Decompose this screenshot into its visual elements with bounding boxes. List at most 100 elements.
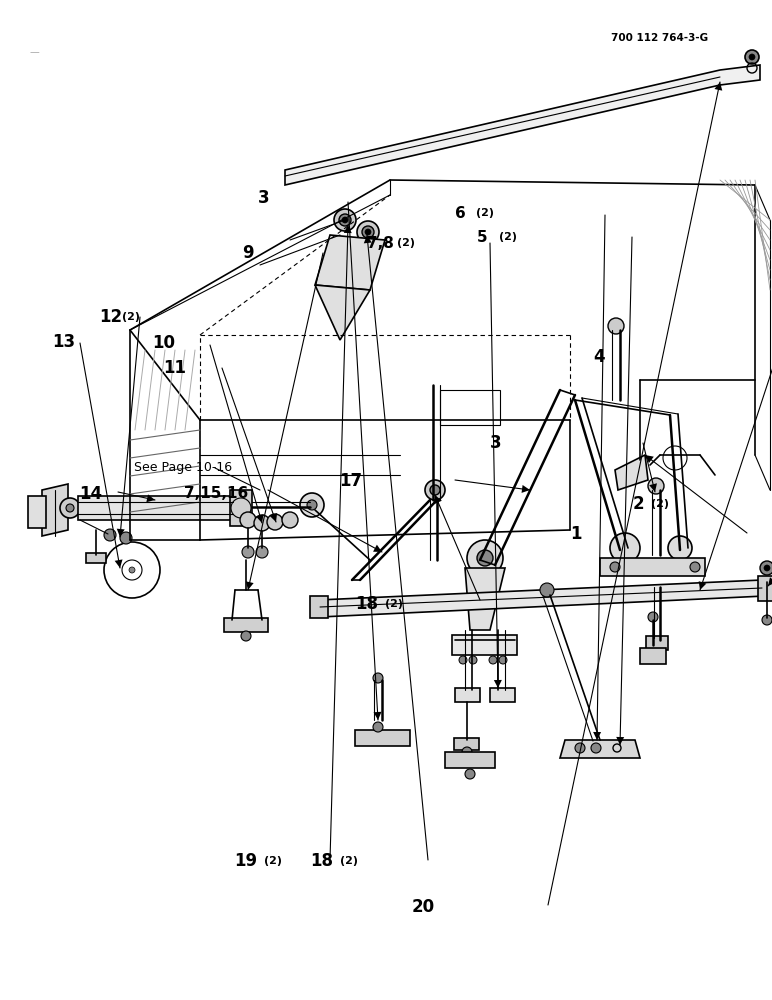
FancyBboxPatch shape (310, 596, 328, 618)
Circle shape (591, 743, 601, 753)
Polygon shape (616, 737, 625, 745)
Circle shape (339, 214, 351, 226)
Polygon shape (465, 568, 505, 630)
Circle shape (430, 485, 440, 495)
Circle shape (462, 747, 472, 757)
Text: 9: 9 (242, 244, 253, 262)
Polygon shape (256, 514, 263, 523)
Circle shape (307, 500, 317, 510)
Polygon shape (42, 484, 68, 536)
Text: 3: 3 (258, 189, 269, 207)
Circle shape (254, 515, 270, 531)
Polygon shape (374, 712, 381, 720)
FancyBboxPatch shape (758, 576, 772, 601)
Circle shape (373, 722, 383, 732)
Polygon shape (560, 740, 640, 758)
Polygon shape (714, 82, 723, 91)
Polygon shape (117, 529, 125, 537)
Text: 19: 19 (234, 852, 257, 870)
Circle shape (104, 529, 116, 541)
Polygon shape (315, 285, 370, 340)
Circle shape (459, 656, 467, 664)
Text: 17: 17 (340, 472, 363, 490)
Text: 6: 6 (455, 206, 466, 221)
Polygon shape (245, 581, 254, 590)
Circle shape (242, 546, 254, 558)
Text: 18: 18 (355, 595, 378, 613)
Text: (2): (2) (340, 856, 358, 866)
Polygon shape (494, 680, 502, 688)
Circle shape (648, 612, 658, 622)
Polygon shape (115, 559, 123, 568)
Circle shape (760, 561, 772, 575)
Polygon shape (373, 545, 382, 552)
FancyBboxPatch shape (28, 496, 46, 528)
Text: 700 112 764-3-G: 700 112 764-3-G (611, 33, 709, 43)
Circle shape (467, 540, 503, 576)
Circle shape (362, 226, 374, 238)
Circle shape (610, 533, 640, 563)
Polygon shape (522, 485, 530, 493)
Circle shape (365, 229, 371, 235)
Text: (2): (2) (499, 232, 517, 242)
Text: 10: 10 (152, 334, 175, 352)
Circle shape (120, 532, 132, 544)
Text: (2): (2) (476, 208, 494, 218)
Circle shape (241, 631, 251, 641)
FancyBboxPatch shape (646, 636, 668, 650)
Text: (2): (2) (122, 312, 140, 322)
Text: (2): (2) (385, 599, 403, 609)
Circle shape (762, 615, 772, 625)
Circle shape (104, 542, 160, 598)
Circle shape (66, 504, 74, 512)
Circle shape (357, 221, 379, 243)
Circle shape (425, 480, 445, 500)
Text: 20: 20 (411, 898, 435, 916)
Circle shape (282, 512, 298, 528)
Circle shape (469, 656, 477, 664)
Polygon shape (768, 577, 772, 586)
FancyBboxPatch shape (86, 553, 106, 563)
Polygon shape (593, 732, 601, 740)
FancyBboxPatch shape (445, 752, 495, 768)
Circle shape (373, 673, 383, 683)
Polygon shape (364, 235, 372, 243)
Circle shape (267, 514, 283, 530)
Text: 12: 12 (99, 308, 122, 326)
Text: 13: 13 (52, 333, 75, 351)
FancyBboxPatch shape (600, 558, 705, 576)
Text: 18: 18 (310, 852, 334, 870)
Circle shape (540, 583, 554, 597)
Circle shape (240, 512, 256, 528)
Circle shape (610, 562, 620, 572)
Circle shape (256, 546, 268, 558)
Polygon shape (269, 513, 277, 522)
FancyBboxPatch shape (452, 635, 517, 655)
Polygon shape (285, 65, 760, 185)
FancyBboxPatch shape (454, 738, 479, 750)
Text: (2): (2) (397, 238, 415, 248)
Text: 5: 5 (477, 230, 488, 244)
Circle shape (334, 209, 356, 231)
Circle shape (575, 743, 585, 753)
FancyBboxPatch shape (490, 688, 515, 702)
Text: 1: 1 (571, 525, 582, 543)
Text: 4: 4 (593, 348, 604, 366)
Text: 11: 11 (163, 359, 186, 377)
Polygon shape (649, 483, 657, 492)
FancyBboxPatch shape (455, 688, 480, 702)
Circle shape (342, 217, 348, 223)
Circle shape (465, 769, 475, 779)
Circle shape (489, 656, 497, 664)
Polygon shape (435, 495, 442, 504)
Polygon shape (318, 580, 765, 617)
Circle shape (764, 565, 770, 571)
Circle shape (648, 478, 664, 494)
FancyBboxPatch shape (640, 648, 666, 664)
Polygon shape (615, 455, 648, 490)
Circle shape (749, 54, 755, 60)
Text: —: — (30, 47, 39, 57)
Circle shape (608, 318, 624, 334)
Text: (2): (2) (264, 856, 282, 866)
Polygon shape (344, 225, 352, 233)
